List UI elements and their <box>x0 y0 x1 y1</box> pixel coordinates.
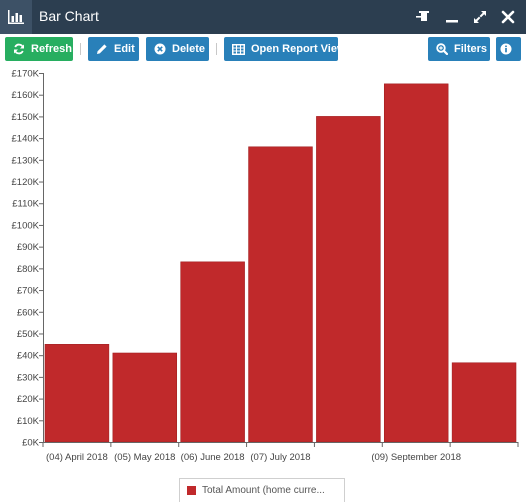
bar[interactable] <box>316 116 381 443</box>
x-tick-label: (06) June 2018 <box>181 452 245 463</box>
toolbar-separator <box>80 43 81 55</box>
y-tick-label: £100K <box>12 220 40 231</box>
y-tick-label: £60K <box>17 307 40 318</box>
toolbar-separator <box>216 43 217 55</box>
y-tick-label: £130K <box>12 155 40 166</box>
delete-label: Delete <box>172 43 206 55</box>
y-tick-label: £110K <box>12 199 39 210</box>
x-tick-label: (07) July 2018 <box>250 452 310 463</box>
open-report-view-label: Open Report View <box>251 43 346 55</box>
table-icon <box>232 43 245 55</box>
title-bar: Bar Chart <box>0 0 526 34</box>
bar[interactable] <box>44 344 110 443</box>
bar[interactable] <box>248 146 313 443</box>
bar[interactable] <box>112 352 178 443</box>
y-tick-label: £140K <box>12 134 40 145</box>
y-tick-label: £170K <box>12 69 40 80</box>
y-tick-label: £120K <box>12 177 40 188</box>
y-tick-label: £70K <box>17 286 40 297</box>
minimize-icon[interactable] <box>440 5 464 29</box>
bar[interactable] <box>383 83 449 443</box>
y-tick-label: £30K <box>17 372 40 383</box>
bar-chart-icon <box>0 0 32 34</box>
zoom-in-icon <box>436 43 448 55</box>
open-report-view-button[interactable]: Open Report View <box>224 37 346 61</box>
y-tick-label: £50K <box>17 329 40 340</box>
chart-legend[interactable]: Total Amount (home curre... <box>179 478 345 502</box>
edit-label: Edit <box>114 43 135 55</box>
pin-icon[interactable] <box>412 5 436 29</box>
refresh-icon <box>14 43 24 55</box>
y-tick-label: £160K <box>12 90 40 101</box>
pencil-icon <box>97 44 107 54</box>
y-tick-label: £90K <box>17 242 40 253</box>
info-icon <box>500 43 511 55</box>
close-icon[interactable] <box>496 5 520 29</box>
filters-label: Filters <box>454 43 488 55</box>
legend-swatch <box>187 486 196 495</box>
y-tick-label: £150K <box>12 112 40 123</box>
remove-circle-icon <box>154 43 166 55</box>
y-tick-label: £80K <box>17 264 40 275</box>
expand-icon[interactable] <box>468 5 492 29</box>
toolbar: Refresh Edit Delete Open Report View Fil… <box>0 34 526 64</box>
info-button[interactable] <box>496 37 521 61</box>
y-tick-label: £40K <box>17 351 40 362</box>
bar-chart: £0K £10K £20K £30K £40K £50K £60K £70K £80K £90K £… <box>12 69 519 463</box>
y-tick-label: £0K <box>22 438 40 449</box>
bar[interactable] <box>451 362 517 443</box>
y-tick-label: £20K <box>17 394 40 405</box>
x-tick-label: (04) April 2018 <box>46 452 108 463</box>
filters-button[interactable]: Filters <box>428 37 490 61</box>
bar[interactable] <box>180 261 245 443</box>
y-tick-label: £10K <box>17 416 40 427</box>
edit-button[interactable]: Edit <box>88 37 139 61</box>
x-tick-label: (05) May 2018 <box>114 452 175 463</box>
delete-button[interactable]: Delete <box>146 37 209 61</box>
refresh-button[interactable]: Refresh <box>5 37 73 61</box>
refresh-label: Refresh <box>31 43 72 55</box>
x-tick-label: (09) September 2018 <box>371 452 461 463</box>
legend-label: Total Amount (home curre... <box>202 485 325 496</box>
window-title: Bar Chart <box>39 8 99 24</box>
